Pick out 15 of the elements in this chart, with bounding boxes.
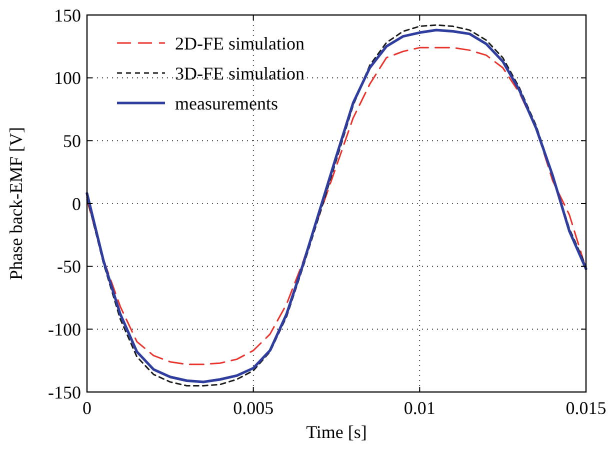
y-tick-label: -100 (48, 319, 81, 340)
y-tick-label: 0 (72, 194, 81, 214)
legend-label: measurements (175, 93, 278, 114)
legend-label: 3D-FE simulation (175, 63, 304, 84)
y-tick-label: 100 (54, 68, 81, 88)
x-tick-label: 0.005 (233, 398, 274, 418)
y-tick-label: 50 (63, 130, 81, 151)
x-tick-label: 0.01 (404, 398, 436, 418)
y-axis-title: Phase back-EMF [V] (6, 127, 26, 280)
x-axis-title: Time [s] (306, 422, 367, 442)
y-tick-label: -50 (57, 256, 81, 277)
y-tick-label: 150 (54, 5, 81, 26)
y-tick-label: -150 (48, 382, 81, 402)
x-tick-label: 0.015 (566, 398, 606, 418)
legend-label: 2D-FE simulation (175, 33, 304, 54)
